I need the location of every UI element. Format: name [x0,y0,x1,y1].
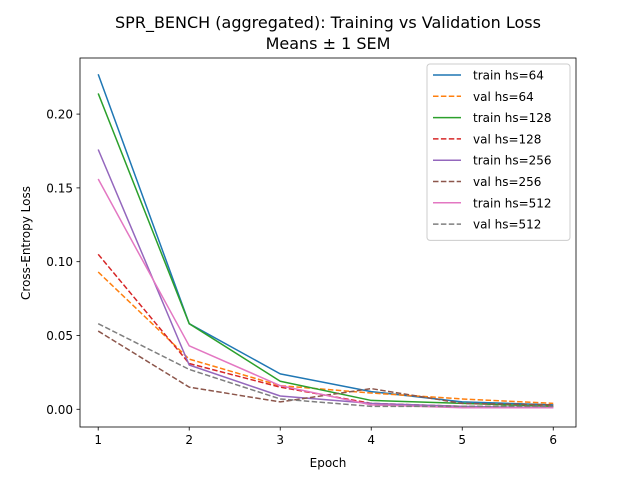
x-tick-label: 4 [367,433,375,447]
x-tick-label: 3 [276,433,284,447]
y-tick-label: 0.00 [46,403,73,417]
x-tick-label: 2 [185,433,193,447]
legend-label: val hs=256 [473,175,541,189]
legend-label: val hs=512 [473,218,541,232]
series-line-1 [97,73,554,406]
x-tick-label: 6 [549,433,557,447]
legend-box [426,63,571,241]
series-line-6 [97,330,554,406]
series-line-2 [97,271,554,405]
legend-label: val hs=128 [473,132,541,146]
y-tick-label: 0.15 [46,181,73,195]
chart-title: SPR_BENCH (aggregated): Training vs Vali… [115,13,541,33]
legend-label: train hs=512 [473,196,552,210]
legend-label: train hs=128 [473,111,552,125]
y-tick-label: 0.20 [46,108,73,122]
chart-subtitle: Means ± 1 SEM [266,34,391,53]
y-tick-label: 0.05 [46,329,73,343]
legend: train hs=64 val hs=64 train hs=128 val hs=1… [426,63,571,241]
legend-label: val hs=64 [473,90,534,104]
y-tick-label: 0.10 [46,255,73,269]
x-axis-label: Epoch [310,456,347,470]
series-line-4 [97,253,554,408]
y-axis-label: Cross-Entropy Loss [19,186,33,300]
x-tick-label: 1 [94,433,102,447]
series-line-7 [97,178,554,409]
plot-area: 1 2 3 4 5 6 0.00 0.05 0.10 0.15 0.20 [46,57,577,447]
series-line-8 [97,323,554,408]
legend-label: train hs=64 [473,69,544,83]
legend-label: train hs=256 [473,154,552,168]
axes-frame [79,57,577,428]
x-tick-label: 5 [458,433,466,447]
